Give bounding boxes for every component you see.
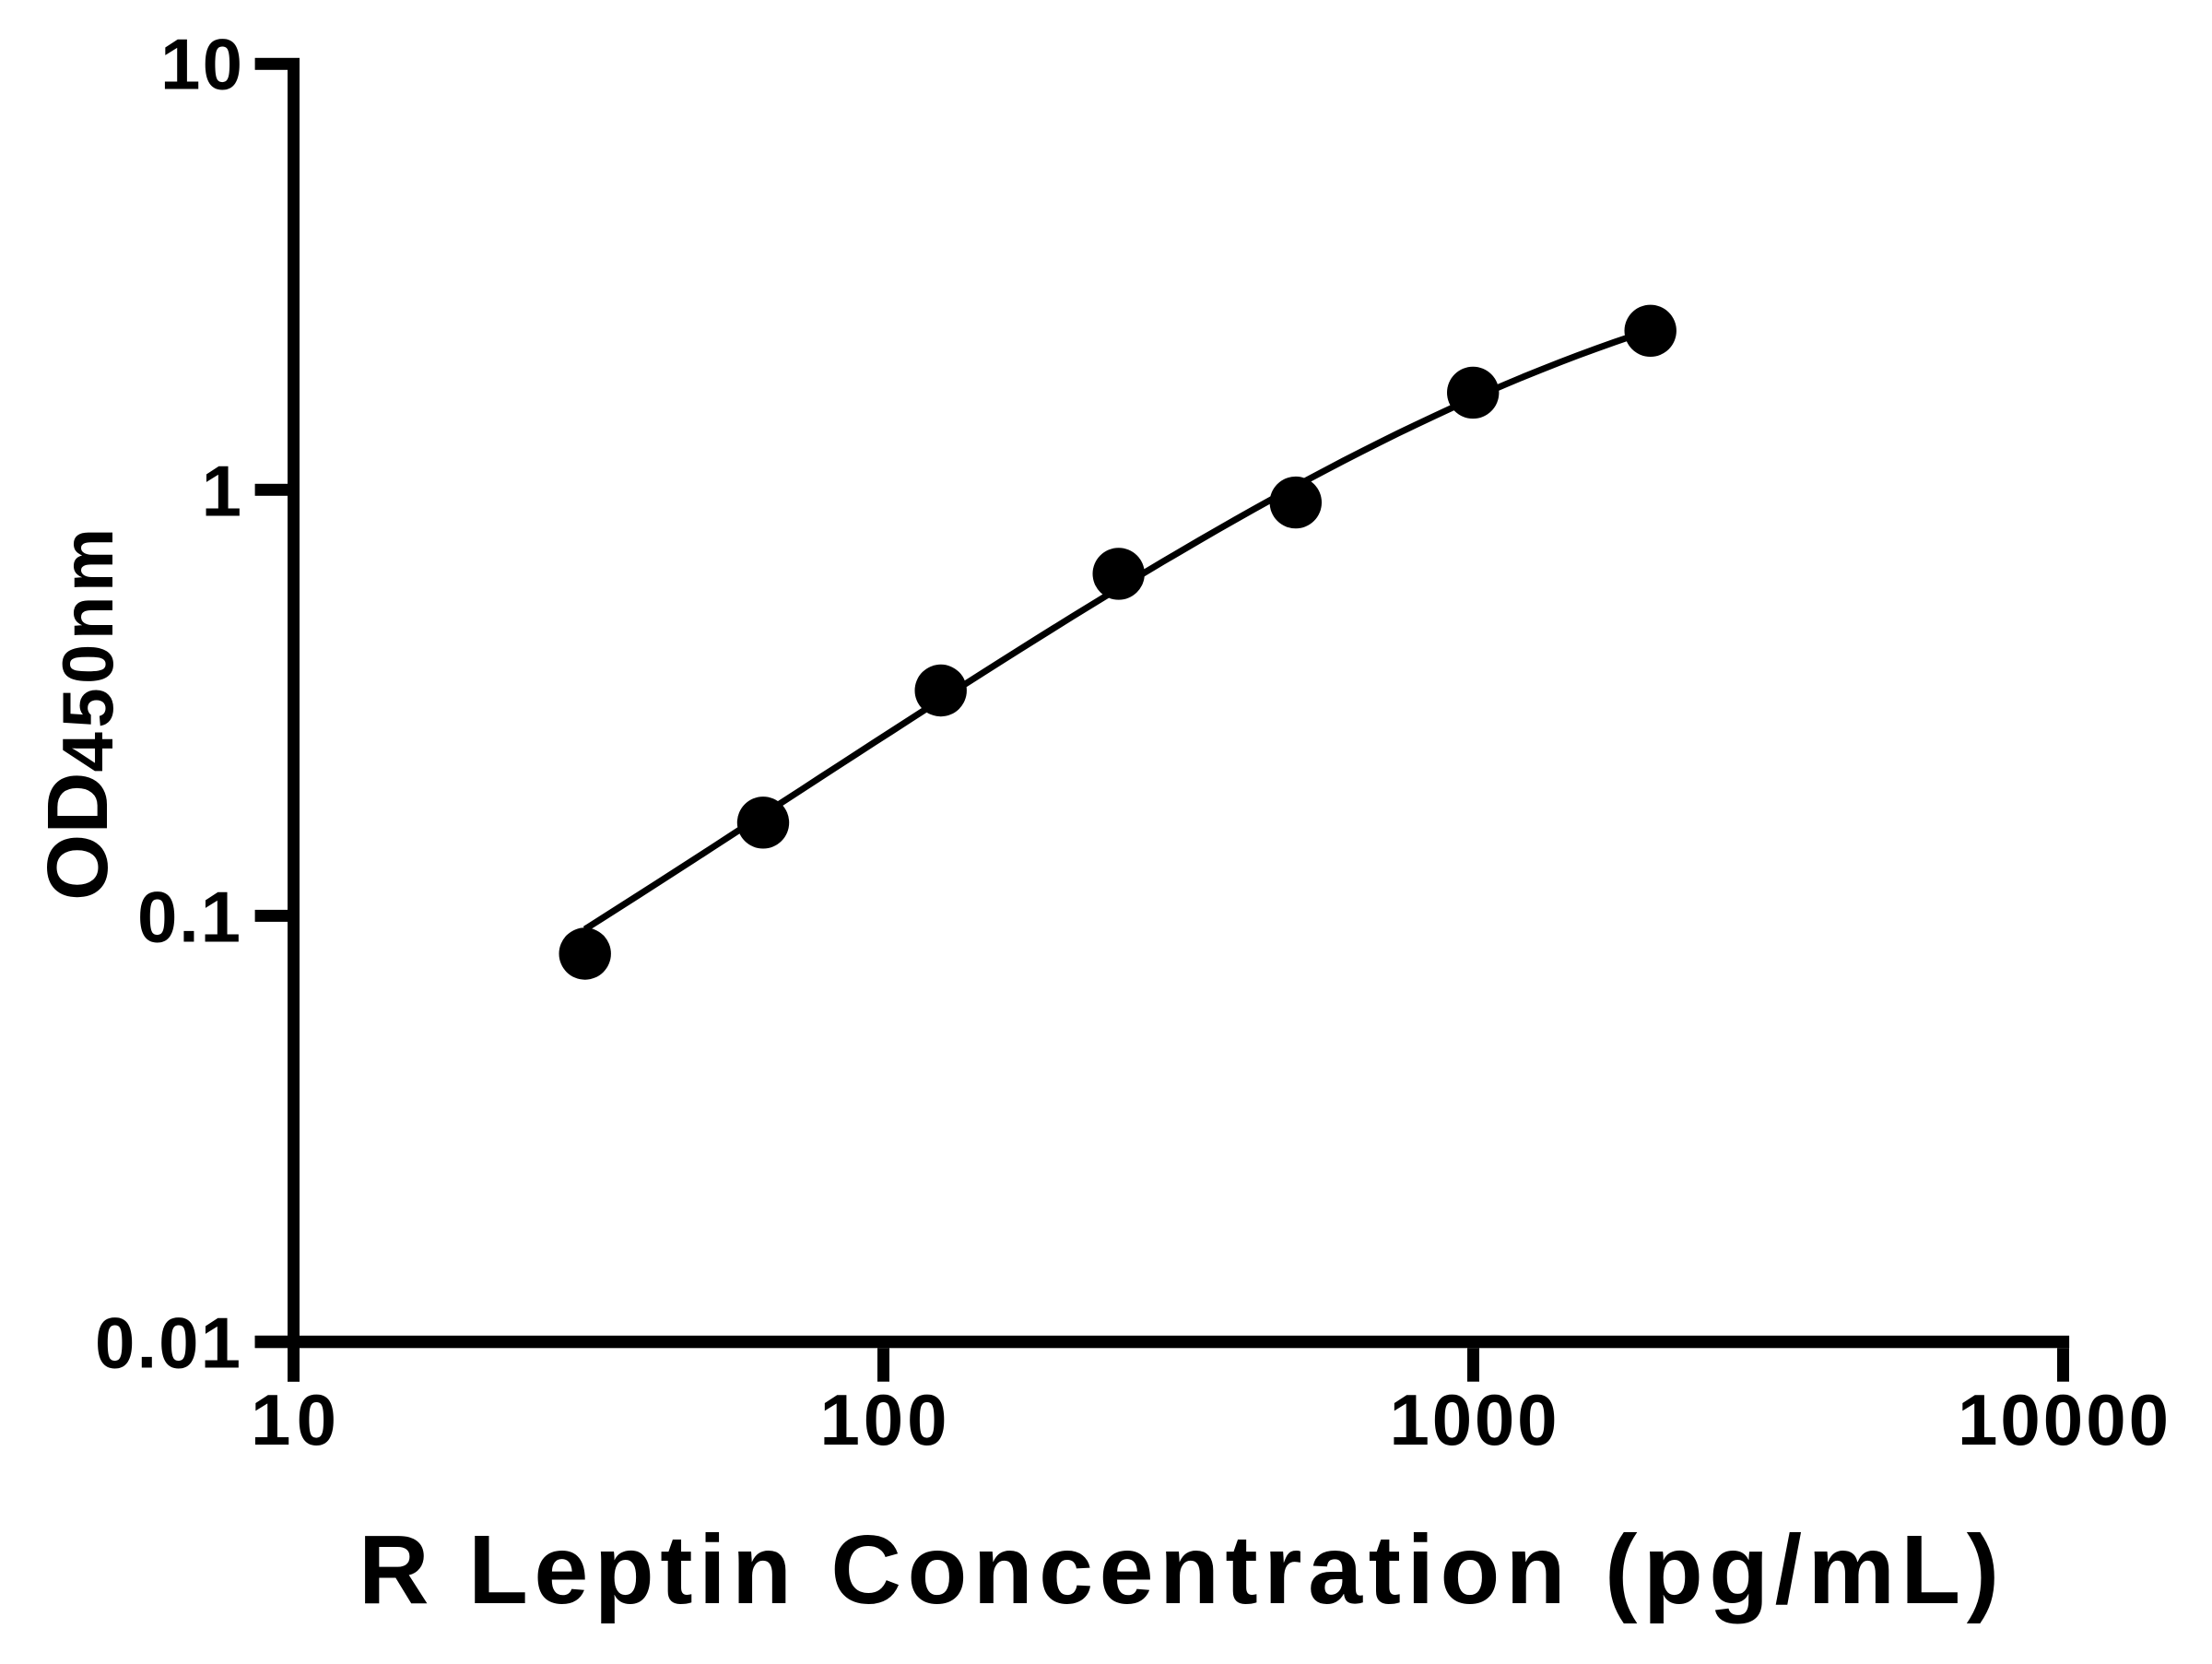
svg-text:100: 100 [820, 1379, 947, 1460]
svg-text:1: 1 [202, 450, 241, 531]
svg-text:0.01: 0.01 [95, 1303, 241, 1384]
svg-text:R Leptin Concentration (pg/mL): R Leptin Concentration (pg/mL) [359, 1516, 1999, 1624]
svg-text:0.1: 0.1 [137, 877, 241, 958]
svg-text:10000: 10000 [1958, 1379, 2169, 1460]
